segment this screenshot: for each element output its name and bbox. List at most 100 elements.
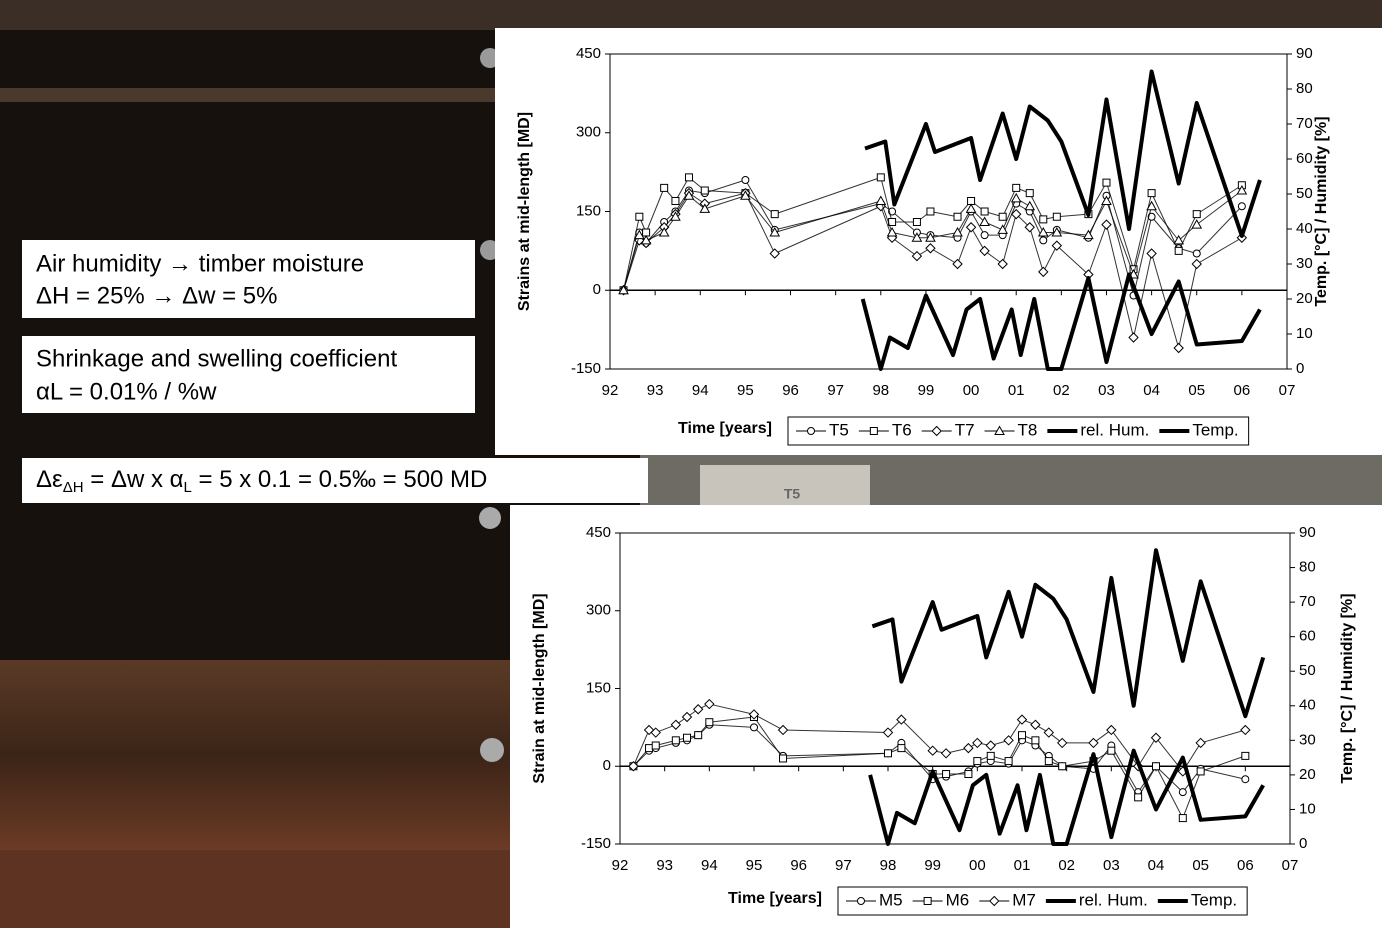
x-tick-label: 97: [827, 382, 844, 399]
marker: [875, 195, 887, 205]
marker: [1012, 183, 1021, 192]
marker: [1240, 724, 1251, 736]
marker: [931, 425, 942, 437]
marker: [635, 212, 644, 221]
marker: [1101, 195, 1112, 205]
marker: [998, 212, 1007, 221]
x-tick-label: 01: [1008, 382, 1025, 399]
marker: [965, 203, 977, 213]
formula: ΔεΔH = Δw x αL = 5 x 0.1 = 0.5‰ = 500 MD: [36, 466, 487, 496]
series-line: [868, 748, 1265, 846]
marker: [897, 744, 906, 753]
x-tick-label: 00: [969, 857, 986, 874]
marker: [1039, 236, 1048, 245]
y-tick-label: 300: [576, 124, 601, 141]
photo-label: T5: [784, 486, 801, 502]
marker: [750, 723, 758, 732]
formula-part: = 5 x 0.1 = 0.5‰ = 500 MD: [192, 466, 488, 493]
marker: [1038, 266, 1049, 278]
marker: [660, 183, 669, 192]
y2-tick-label: 60: [1296, 150, 1313, 167]
marker: [1010, 192, 1022, 203]
y-tick-label: 450: [576, 45, 601, 62]
photo-wood: [0, 850, 520, 928]
x-tick-label: 02: [1058, 857, 1075, 874]
marker: [681, 711, 693, 723]
y2-tick-label: 0: [1299, 835, 1307, 852]
marker: [1196, 767, 1205, 776]
x-tick-label: 06: [1237, 857, 1254, 874]
marker: [1236, 184, 1248, 195]
legend-label: M5: [879, 890, 903, 909]
y-tick-label: -150: [571, 360, 601, 377]
y2-tick-label: 20: [1299, 766, 1316, 783]
y2-tick-label: 70: [1296, 115, 1313, 132]
marker: [1237, 202, 1246, 211]
y-axis-label: Strains at mid-length [MD]: [516, 112, 533, 311]
legend-label: T5: [829, 420, 849, 439]
marker: [700, 186, 709, 195]
marker: [633, 229, 645, 240]
marker: [989, 895, 1000, 907]
marker: [670, 211, 681, 221]
marker: [912, 218, 921, 226]
marker: [925, 243, 936, 254]
marker: [1178, 814, 1187, 823]
note-box: [22, 240, 475, 318]
marker: [927, 745, 938, 756]
y2-tick-label: 90: [1296, 45, 1313, 62]
marker: [1146, 200, 1157, 211]
photo-edge: [0, 0, 1382, 30]
marker: [1241, 775, 1250, 784]
marker: [650, 727, 661, 738]
x-tick-label: 05: [1188, 382, 1205, 399]
marker: [896, 714, 907, 725]
marker: [1241, 751, 1250, 760]
legend-label: rel. Hum.: [1079, 890, 1148, 909]
photo-tag: [700, 465, 870, 505]
marker: [1147, 212, 1156, 221]
note-line: Air humidity → timber moisture: [36, 250, 364, 277]
marker: [964, 770, 973, 779]
legend-label: Temp.: [1191, 890, 1237, 909]
marker: [1030, 719, 1041, 730]
marker: [807, 427, 815, 435]
marker: [869, 427, 878, 435]
marker: [952, 258, 963, 270]
series-line: [871, 548, 1266, 719]
marker: [1051, 226, 1063, 237]
marker: [997, 224, 1009, 234]
x-tick-label: 93: [656, 857, 673, 874]
x-tick-label: 96: [782, 382, 799, 399]
marker: [985, 740, 996, 751]
marker: [1056, 737, 1068, 749]
marker: [953, 212, 962, 221]
marker: [1010, 208, 1022, 220]
marker: [942, 770, 951, 779]
marker: [882, 727, 894, 738]
marker: [925, 232, 936, 242]
marker: [1106, 724, 1117, 736]
y-axis-label: Strain at mid-length [MD]: [531, 593, 548, 783]
marker: [769, 248, 780, 259]
legend-label: T8: [1018, 420, 1038, 439]
marker: [980, 207, 989, 216]
x-tick-label: 92: [602, 382, 619, 399]
y2-axis-label: Temp. [°C] / Humidity [%]: [1339, 593, 1356, 783]
marker: [1191, 258, 1202, 270]
x-tick-label: 01: [1014, 857, 1031, 874]
marker: [683, 733, 691, 742]
x-tick-label: 05: [1192, 857, 1209, 874]
x-tick-label: 00: [963, 382, 980, 399]
x-axis-label: Time [years]: [678, 420, 772, 437]
x-tick-label: 92: [612, 857, 629, 874]
y2-tick-label: 20: [1296, 290, 1313, 307]
marker: [658, 226, 670, 237]
x-tick-label: 99: [918, 382, 935, 399]
note-box: [22, 336, 475, 413]
marker: [1083, 229, 1094, 240]
y2-tick-label: 40: [1299, 697, 1316, 714]
marker: [1039, 215, 1048, 224]
